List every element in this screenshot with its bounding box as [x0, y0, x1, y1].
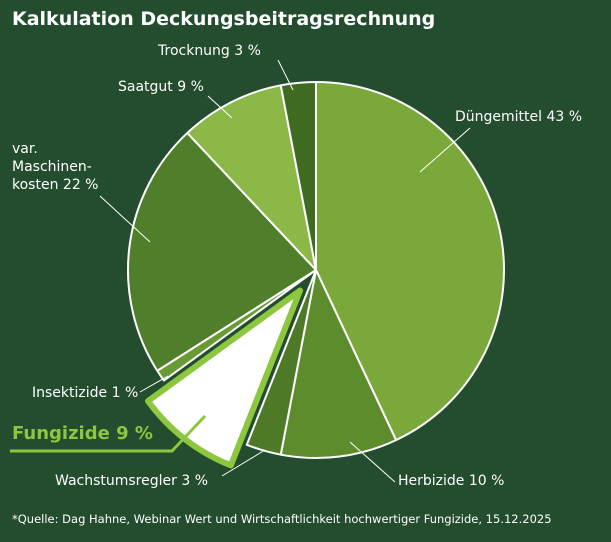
leader-line	[349, 441, 396, 483]
leader-lines	[10, 59, 471, 483]
chart-title: Kalkulation Deckungsbeitragsrechnung	[12, 8, 436, 30]
slice-label: var. Maschinen-kosten 22 %	[12, 141, 99, 193]
leader-line	[139, 375, 169, 393]
leader-line	[221, 449, 266, 477]
leader-line	[419, 127, 471, 173]
leader-line	[99, 195, 151, 243]
highlight-label: Fungizide 9 %	[12, 423, 153, 444]
slice-label: Wachstumsregler 3 %	[55, 473, 209, 489]
slice-label: Insektizide 1 %	[32, 385, 139, 401]
pie-slice	[315, 81, 505, 442]
slice-label: Trocknung 3 %	[158, 43, 261, 59]
slice-label: Düngemittel 43 %	[455, 109, 583, 125]
leader-line	[277, 59, 294, 91]
slice-label: Saatgut 9 %	[118, 79, 204, 95]
pie-slice	[279, 269, 398, 459]
source-note: *Quelle: Dag Hahne, Webinar Wert und Wir…	[12, 512, 552, 526]
slice-label: Herbizide 10 %	[398, 473, 505, 489]
highlight-line	[10, 414, 207, 453]
pie-slice	[186, 84, 317, 271]
leader-line	[207, 95, 233, 119]
pie-slice	[127, 131, 317, 372]
pie-slice	[279, 81, 317, 271]
